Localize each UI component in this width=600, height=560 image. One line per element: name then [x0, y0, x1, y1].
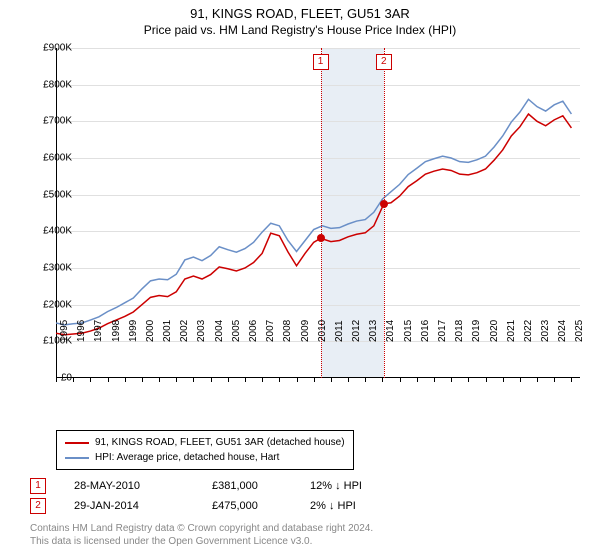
x-tick-label: 2024: [557, 320, 568, 342]
legend-swatch: [65, 442, 89, 444]
y-tick-label: £600K: [32, 153, 72, 164]
legend-item: HPI: Average price, detached house, Hart: [65, 450, 345, 465]
x-tick-label: 1997: [93, 320, 104, 342]
x-tick-label: 2010: [317, 320, 328, 342]
y-tick-label: £400K: [32, 226, 72, 237]
y-tick-label: £800K: [32, 79, 72, 90]
x-tick-label: 2006: [248, 320, 259, 342]
event-number: 1: [30, 478, 46, 494]
x-tick-label: 2015: [403, 320, 414, 342]
event-marker: 1: [313, 54, 329, 70]
x-tick-label: 2018: [454, 320, 465, 342]
event-number: 2: [30, 498, 46, 514]
attribution-line: This data is licensed under the Open Gov…: [30, 535, 373, 548]
event-marker: 2: [376, 54, 392, 70]
event-row: 1 28-MAY-2010 £381,000 12% ↓ HPI: [30, 478, 362, 494]
event-delta: 2% ↓ HPI: [310, 500, 356, 512]
event-date: 29-JAN-2014: [74, 500, 184, 512]
x-tick-label: 1998: [111, 320, 122, 342]
price-point: [380, 200, 388, 208]
x-tick-label: 2005: [231, 320, 242, 342]
x-tick-label: 2004: [214, 320, 225, 342]
x-tick-label: 2023: [540, 320, 551, 342]
x-tick-label: 2001: [162, 320, 173, 342]
y-tick-label: £200K: [32, 299, 72, 310]
legend-label: 91, KINGS ROAD, FLEET, GU51 3AR (detache…: [95, 435, 345, 450]
chart-subtitle: Price paid vs. HM Land Registry's House …: [0, 23, 600, 41]
x-tick-label: 2013: [368, 320, 379, 342]
legend-label: HPI: Average price, detached house, Hart: [95, 450, 279, 465]
x-tick-label: 2007: [265, 320, 276, 342]
x-tick-label: 2016: [420, 320, 431, 342]
event-price: £475,000: [212, 500, 282, 512]
y-tick-label: £300K: [32, 263, 72, 274]
x-tick-label: 2000: [145, 320, 156, 342]
x-tick-label: 2014: [385, 320, 396, 342]
x-tick-label: 1999: [128, 320, 139, 342]
x-tick-label: 2011: [334, 320, 345, 342]
y-tick-label: £700K: [32, 116, 72, 127]
event-delta: 12% ↓ HPI: [310, 480, 362, 492]
x-tick-label: 2008: [282, 320, 293, 342]
x-tick-label: 2019: [471, 320, 482, 342]
event-table: 1 28-MAY-2010 £381,000 12% ↓ HPI 2 29-JAN-201…: [30, 478, 362, 518]
legend-item: 91, KINGS ROAD, FLEET, GU51 3AR (detache…: [65, 435, 345, 450]
event-row: 2 29-JAN-2014 £475,000 2% ↓ HPI: [30, 498, 362, 514]
x-tick-label: 1995: [59, 320, 70, 342]
price-point: [317, 234, 325, 242]
series-line: [56, 99, 571, 325]
x-tick-label: 2022: [523, 320, 534, 342]
event-date: 28-MAY-2010: [74, 480, 184, 492]
x-tick-label: 1996: [76, 320, 87, 342]
x-tick-label: 2025: [574, 320, 585, 342]
attribution: Contains HM Land Registry data © Crown c…: [30, 522, 373, 548]
y-tick-label: £900K: [32, 43, 72, 54]
x-tick-label: 2012: [351, 320, 362, 342]
attribution-line: Contains HM Land Registry data © Crown c…: [30, 522, 373, 535]
x-tick-label: 2021: [506, 320, 517, 342]
x-tick-label: 2002: [179, 320, 190, 342]
legend: 91, KINGS ROAD, FLEET, GU51 3AR (detache…: [56, 430, 354, 470]
x-tick-label: 2009: [300, 320, 311, 342]
x-tick-label: 2003: [196, 320, 207, 342]
event-price: £381,000: [212, 480, 282, 492]
y-tick-label: £0: [32, 373, 72, 384]
x-tick-label: 2020: [489, 320, 500, 342]
legend-swatch: [65, 457, 89, 459]
chart-title: 91, KINGS ROAD, FLEET, GU51 3AR: [0, 0, 600, 23]
y-tick-label: £500K: [32, 189, 72, 200]
x-tick-label: 2017: [437, 320, 448, 342]
